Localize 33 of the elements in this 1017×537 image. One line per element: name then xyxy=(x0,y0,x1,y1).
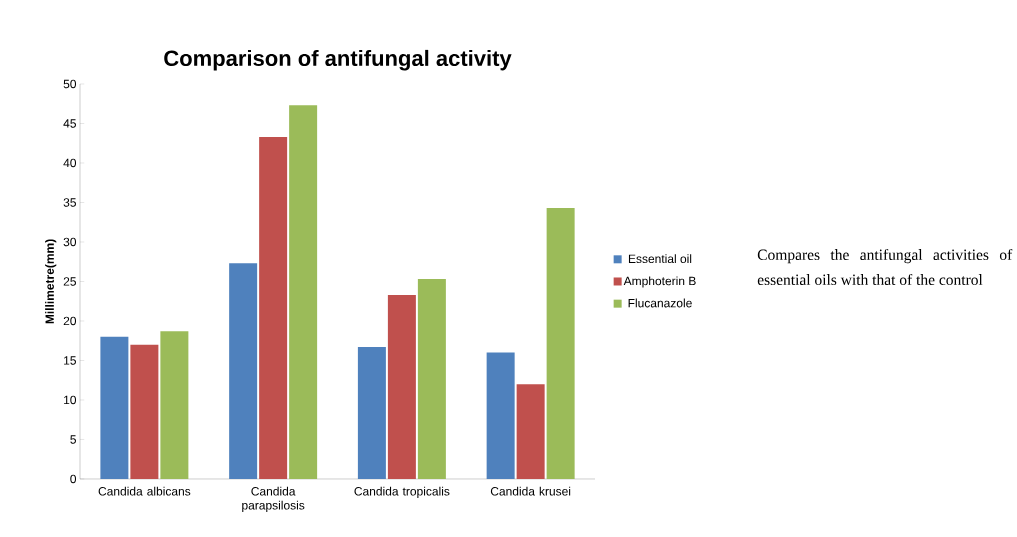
y-tick-label: 40 xyxy=(63,158,77,168)
bar xyxy=(486,352,515,479)
y-tick-label: 25 xyxy=(63,277,76,286)
bar xyxy=(417,279,446,479)
legend-label: Flucanazole xyxy=(628,298,692,308)
y-axis-title: Millimetre(mm) xyxy=(45,239,57,324)
bar xyxy=(546,208,575,479)
y-tick-label: 20 xyxy=(63,316,77,326)
bar xyxy=(516,384,545,479)
y-tick-label: 10 xyxy=(64,395,77,405)
y-tick-label: 30 xyxy=(63,237,77,247)
y-tick-label: 45 xyxy=(63,119,76,128)
y-tick-label: 15 xyxy=(64,356,76,365)
x-tick-label: Candida parapsilosis xyxy=(242,486,305,512)
bar xyxy=(289,105,318,479)
y-tick-label: 0 xyxy=(70,474,77,484)
legend-label: Essential oil xyxy=(628,254,692,264)
bar xyxy=(100,336,129,479)
legend-label: Amphoterin B xyxy=(623,276,696,288)
chart-title: Comparison of antifungal activity xyxy=(164,49,512,71)
y-tick-label: 5 xyxy=(70,435,76,444)
bar xyxy=(357,347,386,479)
bar xyxy=(229,263,258,479)
bar xyxy=(130,344,159,479)
x-tick-label: Candida krusei xyxy=(490,486,571,496)
x-tick-label: Candida albicans xyxy=(98,486,191,496)
bar xyxy=(387,294,416,479)
y-tick-label: 35 xyxy=(63,198,76,207)
x-tick-label: Candida tropicalis xyxy=(354,486,450,498)
bar xyxy=(160,331,189,479)
text: Compares the antifungal activities of essential oils with that of the control xyxy=(757,248,1013,286)
bar xyxy=(259,136,288,479)
y-tick-label: 50 xyxy=(63,79,77,89)
